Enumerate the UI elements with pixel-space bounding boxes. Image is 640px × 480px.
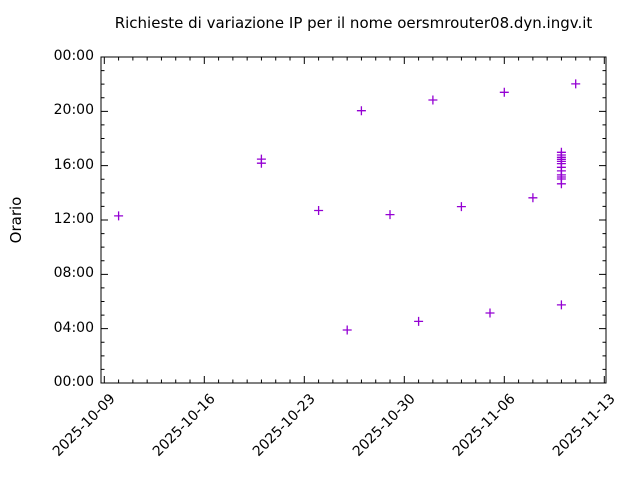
y-tick-label: 12:00 — [53, 211, 94, 227]
chart-title: Richieste di variazione IP per il nome o… — [114, 14, 593, 32]
data-point-marker — [556, 300, 566, 310]
y-tick-label: 20:00 — [53, 102, 94, 119]
data-point-marker — [314, 206, 324, 215]
y-tick-label: 00:00 — [53, 374, 94, 390]
data-point-marker — [556, 147, 566, 157]
data-point-marker — [485, 308, 495, 318]
data-points — [114, 79, 581, 335]
data-point-marker — [499, 87, 509, 97]
y-tick-label: 16:00 — [53, 156, 94, 173]
y-tick-label: 08:00 — [53, 265, 94, 282]
data-point-marker — [256, 158, 266, 168]
y-tick-label: 04:00 — [53, 319, 94, 336]
axis-ticks — [101, 56, 606, 384]
data-point-marker — [342, 325, 352, 335]
data-point-marker — [456, 202, 466, 212]
plot-border — [100, 56, 607, 384]
data-point-marker — [356, 106, 366, 116]
data-point-marker — [571, 79, 581, 89]
data-point-marker — [528, 193, 538, 203]
data-point-marker — [414, 316, 424, 326]
data-point-marker — [114, 211, 124, 221]
data-point-marker — [385, 210, 395, 220]
data-point-marker — [428, 95, 438, 105]
y-tick-label: 00:00 — [53, 48, 94, 64]
